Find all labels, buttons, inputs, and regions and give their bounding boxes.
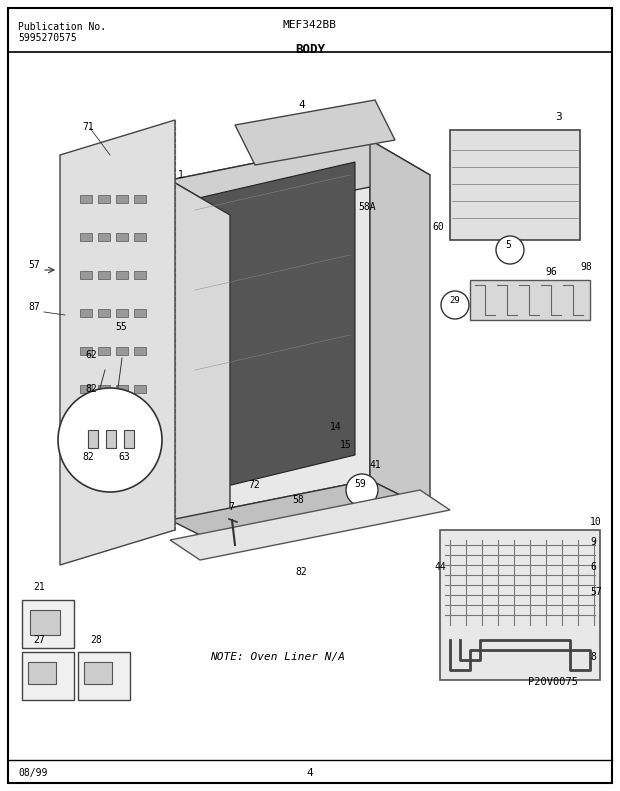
Text: 82: 82	[85, 384, 97, 394]
Polygon shape	[470, 280, 590, 320]
Text: 4: 4	[298, 100, 305, 110]
Bar	[106, 430, 116, 448]
Circle shape	[441, 291, 469, 319]
Bar	[116, 271, 128, 279]
Bar	[80, 195, 92, 203]
Text: 72: 72	[248, 480, 260, 490]
Bar	[98, 271, 110, 279]
Bar	[116, 347, 128, 355]
Text: 28: 28	[90, 635, 102, 645]
Bar	[98, 309, 110, 317]
Circle shape	[346, 474, 378, 506]
Text: 57: 57	[28, 260, 40, 270]
Polygon shape	[170, 180, 230, 540]
Bar	[124, 430, 134, 448]
Bar	[98, 385, 110, 393]
Polygon shape	[170, 140, 370, 520]
Polygon shape	[170, 140, 430, 215]
Bar	[134, 309, 146, 317]
Text: 60: 60	[432, 222, 444, 232]
Text: 15: 15	[340, 440, 352, 450]
Text: 5: 5	[505, 240, 511, 250]
Text: BODY: BODY	[295, 43, 325, 56]
Polygon shape	[60, 120, 175, 565]
Polygon shape	[170, 480, 430, 550]
Bar	[134, 385, 146, 393]
Text: 62: 62	[85, 350, 97, 360]
Bar	[134, 195, 146, 203]
Bar	[98, 195, 110, 203]
Text: 6: 6	[590, 562, 596, 572]
Text: 10: 10	[590, 517, 602, 527]
Polygon shape	[235, 100, 395, 165]
Bar	[84, 662, 112, 684]
Bar	[22, 652, 74, 700]
Text: 55: 55	[115, 322, 126, 332]
Text: 3: 3	[555, 112, 562, 122]
Text: 5995270575: 5995270575	[18, 33, 77, 43]
Polygon shape	[450, 130, 580, 240]
Text: 82: 82	[82, 452, 94, 462]
Bar	[116, 233, 128, 241]
Circle shape	[58, 388, 162, 492]
Text: 8: 8	[590, 652, 596, 662]
Bar	[28, 662, 56, 684]
Text: 21: 21	[33, 582, 45, 592]
Text: 14: 14	[330, 422, 342, 432]
Bar	[116, 195, 128, 203]
Text: 08/99: 08/99	[18, 768, 47, 778]
Text: 9: 9	[590, 537, 596, 547]
Text: 1: 1	[178, 170, 184, 180]
Text: P20V0075: P20V0075	[528, 677, 578, 687]
Bar	[134, 233, 146, 241]
Bar	[88, 430, 98, 448]
Bar	[98, 233, 110, 241]
Bar	[134, 271, 146, 279]
Text: 44: 44	[435, 562, 447, 572]
Text: 7: 7	[228, 502, 234, 512]
Bar	[116, 385, 128, 393]
Bar	[80, 309, 92, 317]
Text: 87: 87	[28, 302, 40, 312]
Text: 96: 96	[545, 267, 557, 277]
Text: MEF342BB: MEF342BB	[283, 20, 337, 30]
Bar	[80, 347, 92, 355]
Polygon shape	[170, 490, 450, 560]
Polygon shape	[370, 140, 430, 510]
Text: NOTE: Oven Liner N/A: NOTE: Oven Liner N/A	[210, 652, 345, 662]
Circle shape	[496, 236, 524, 264]
Bar	[30, 610, 60, 635]
Text: 41: 41	[370, 460, 382, 470]
Text: 57: 57	[590, 587, 602, 597]
Text: 82: 82	[295, 567, 307, 577]
Text: 58: 58	[292, 495, 304, 505]
Bar	[78, 652, 130, 700]
Polygon shape	[440, 530, 600, 680]
Text: 4: 4	[307, 768, 313, 778]
Bar	[98, 347, 110, 355]
Text: 27: 27	[33, 635, 45, 645]
Bar	[134, 347, 146, 355]
Bar	[80, 271, 92, 279]
Text: 71: 71	[82, 122, 94, 132]
Polygon shape	[190, 162, 355, 495]
Text: 98: 98	[580, 262, 591, 272]
Text: 58A: 58A	[358, 202, 376, 212]
Text: 63: 63	[118, 452, 130, 462]
Text: 59: 59	[354, 479, 366, 489]
Bar	[22, 600, 74, 648]
Text: Publication No.: Publication No.	[18, 22, 106, 32]
Bar	[80, 385, 92, 393]
Bar	[116, 309, 128, 317]
Text: 29: 29	[449, 296, 460, 305]
Bar	[80, 233, 92, 241]
